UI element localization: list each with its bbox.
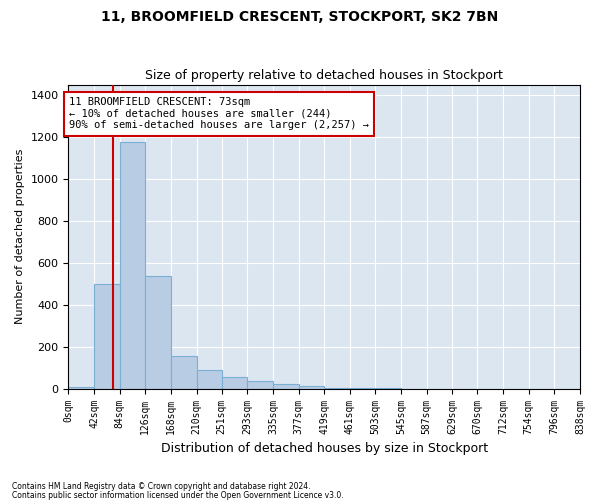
Bar	[221, 377, 247, 388]
Bar	[145, 276, 171, 388]
Bar	[299, 386, 324, 388]
Text: 11 BROOMFIELD CRESCENT: 73sqm
← 10% of detached houses are smaller (244)
90% of : 11 BROOMFIELD CRESCENT: 73sqm ← 10% of d…	[69, 97, 369, 130]
Bar	[273, 384, 299, 388]
Text: 11, BROOMFIELD CRESCENT, STOCKPORT, SK2 7BN: 11, BROOMFIELD CRESCENT, STOCKPORT, SK2 …	[101, 10, 499, 24]
Bar	[94, 284, 119, 389]
Bar	[247, 382, 273, 388]
Title: Size of property relative to detached houses in Stockport: Size of property relative to detached ho…	[145, 69, 503, 82]
Y-axis label: Number of detached properties: Number of detached properties	[15, 149, 25, 324]
Bar	[119, 142, 145, 388]
Text: Contains public sector information licensed under the Open Government Licence v3: Contains public sector information licen…	[12, 490, 344, 500]
X-axis label: Distribution of detached houses by size in Stockport: Distribution of detached houses by size …	[161, 442, 488, 455]
Text: Contains HM Land Registry data © Crown copyright and database right 2024.: Contains HM Land Registry data © Crown c…	[12, 482, 311, 491]
Bar	[197, 370, 222, 388]
Bar	[68, 386, 94, 388]
Bar	[171, 356, 197, 388]
